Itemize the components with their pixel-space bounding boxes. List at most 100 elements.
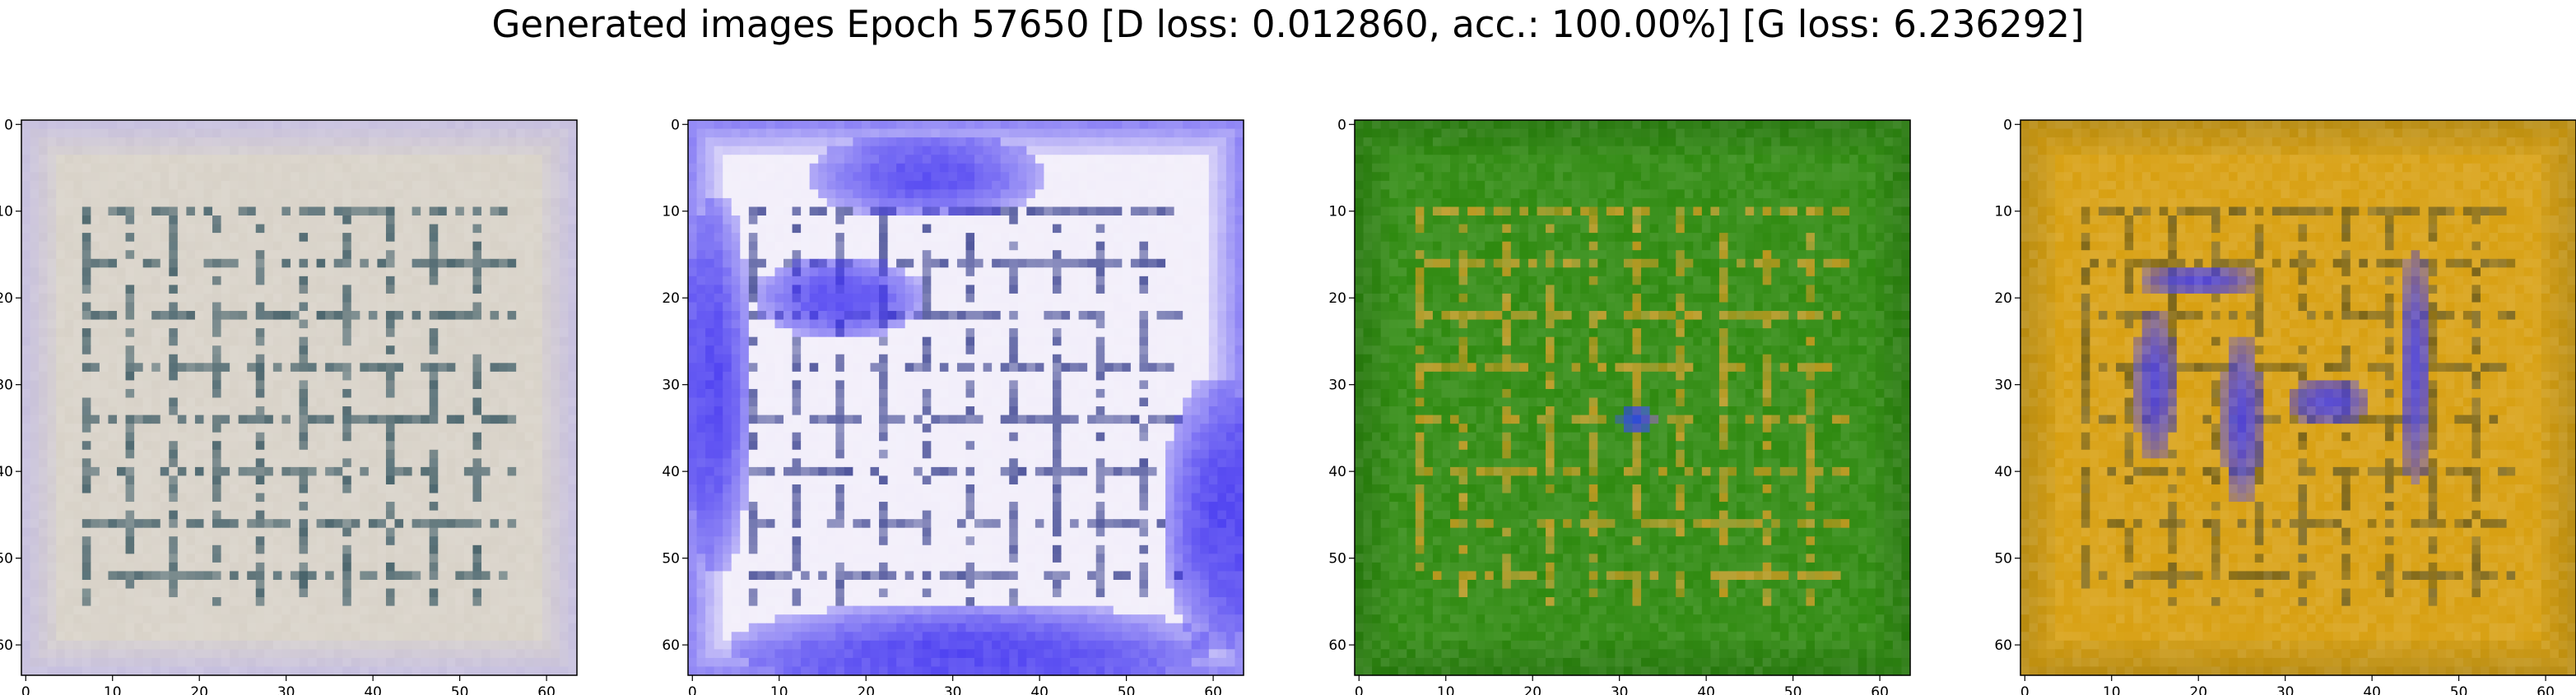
pixel-cell [272, 388, 283, 399]
pixel-cell [160, 649, 170, 659]
pixel-cell [117, 406, 127, 416]
pixel-cell [472, 666, 482, 676]
pixel-cell [809, 120, 819, 130]
pixel-cell [316, 250, 326, 260]
pixel-cell [792, 146, 802, 155]
pixel-cell [221, 250, 230, 260]
pixel-cell [272, 206, 283, 216]
pixel-cell [438, 233, 448, 243]
pixel-cell [177, 640, 187, 650]
pixel-cell [56, 371, 66, 382]
pixel-cell [125, 120, 135, 130]
pixel-cell [1147, 137, 1158, 147]
pixel-cell [177, 155, 187, 164]
pixel-cell [351, 363, 360, 373]
pixel-cell [308, 363, 318, 373]
pixel-cell [551, 354, 560, 364]
pixel-cell [438, 441, 448, 451]
pixel-cell [151, 657, 161, 668]
pixel-cell [333, 406, 343, 416]
pixel-cell [1174, 137, 1183, 147]
pixel-cell [194, 215, 205, 225]
pixel-cell [463, 623, 474, 632]
pixel-cell [308, 180, 318, 190]
pixel-cell [255, 345, 265, 355]
pixel-cell [368, 649, 379, 659]
pixel-cell [47, 571, 57, 581]
pixel-cell [429, 502, 439, 512]
pixel-cell [290, 571, 300, 581]
pixel-cell [1139, 155, 1149, 164]
pixel-cell [160, 441, 170, 451]
pixel-cell [238, 285, 248, 294]
pixel-cell [169, 146, 179, 155]
pixel-cell [30, 424, 40, 433]
pixel-cell [559, 146, 570, 155]
pixel-cell [255, 380, 265, 390]
pixel-cell [533, 666, 543, 676]
pixel-cell [568, 311, 578, 321]
pixel-cell [142, 579, 152, 590]
pixel-cell [1217, 155, 1227, 164]
pixel-cell [203, 579, 213, 590]
pixel-cell [870, 233, 880, 243]
pixel-cell [30, 371, 40, 382]
pixel-cell [377, 424, 387, 433]
pixel-cell [559, 285, 570, 294]
pixel-cell [792, 128, 802, 138]
pixel-cell [1200, 206, 1210, 216]
pixel-cell [21, 120, 31, 130]
pixel-cell [765, 180, 776, 190]
pixel-cell [299, 371, 309, 382]
pixel-cell [421, 579, 430, 590]
pixel-cell [47, 458, 57, 468]
pixel-cell [333, 432, 343, 442]
pixel-cell [160, 311, 170, 321]
pixel-cell [64, 441, 74, 451]
pixel-cell [421, 128, 430, 138]
pixel-cell [73, 137, 83, 147]
pixel-cell [247, 519, 257, 529]
pixel-cell [377, 371, 387, 382]
pixel-cell [117, 588, 127, 598]
pixel-cell [21, 623, 31, 632]
pixel-cell [169, 632, 179, 642]
pixel-cell [247, 588, 257, 598]
pixel-cell [542, 319, 551, 329]
pixel-cell [463, 432, 474, 442]
pixel-cell [134, 189, 144, 199]
pixel-cell [99, 128, 109, 138]
pixel-cell [792, 163, 802, 173]
pixel-cell [333, 519, 343, 529]
pixel-cell [212, 302, 222, 312]
pixel-cell [757, 197, 767, 208]
pixel-cell [896, 224, 906, 234]
pixel-cell [308, 146, 318, 155]
pixel-cell [99, 588, 109, 598]
pixel-cell [64, 267, 74, 277]
pixel-cell [221, 657, 230, 668]
pixel-cell [39, 493, 49, 503]
pixel-cell [688, 146, 698, 155]
pixel-cell [1165, 137, 1175, 147]
pixel-cell [765, 120, 776, 130]
pixel-cell [801, 180, 811, 190]
pixel-cell [64, 527, 74, 537]
pixel-cell [99, 640, 109, 650]
pixel-cell [516, 267, 526, 277]
pixel-cell [255, 172, 265, 182]
pixel-cell [844, 180, 853, 190]
pixel-cell [887, 215, 897, 225]
pixel-cell [516, 388, 526, 399]
pixel-cell [1113, 146, 1123, 155]
pixel-cell [151, 345, 161, 355]
pixel-cell [481, 120, 491, 130]
pixel-cell [481, 189, 491, 199]
pixel-cell [438, 458, 448, 468]
pixel-cell [203, 502, 213, 512]
pixel-cell [99, 120, 109, 130]
pixel-cell [342, 293, 352, 303]
pixel-cell [568, 380, 578, 390]
pixel-cell [230, 345, 239, 355]
pixel-cell [904, 128, 914, 138]
